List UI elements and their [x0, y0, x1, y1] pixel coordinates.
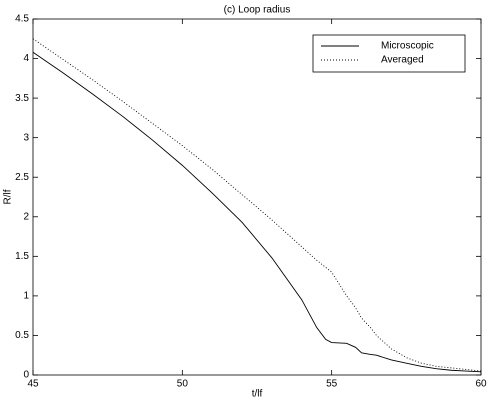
y-tick-label: 1.5 [15, 251, 29, 262]
legend-label: Microscopic [381, 41, 434, 52]
y-tick-label: 0.5 [15, 330, 29, 341]
y-tick-label: 3 [23, 132, 29, 143]
y-tick-label: 4 [23, 53, 29, 64]
series-line [32, 38, 482, 372]
chart-title: (c) Loop radius [224, 5, 291, 16]
y-tick-label: 2.5 [15, 172, 29, 183]
y-tick-label: 4.5 [15, 14, 29, 25]
x-tick-label: 60 [475, 379, 487, 390]
y-tick-label: 0 [23, 370, 29, 381]
series-line [32, 51, 482, 373]
x-tick-label: 50 [177, 379, 189, 390]
y-tick-label: 1 [23, 291, 29, 302]
legend-label: Averaged [381, 55, 424, 66]
y-tick-label: 2 [23, 211, 29, 222]
legend-box [312, 34, 466, 73]
y-axis-label: R/lf [3, 189, 14, 204]
y-tick-label: 3.5 [15, 93, 29, 104]
x-axis-label: t/lf [252, 389, 263, 400]
x-tick-label: 55 [326, 379, 338, 390]
x-tick-label: 45 [27, 379, 39, 390]
plot-frame [32, 18, 482, 376]
